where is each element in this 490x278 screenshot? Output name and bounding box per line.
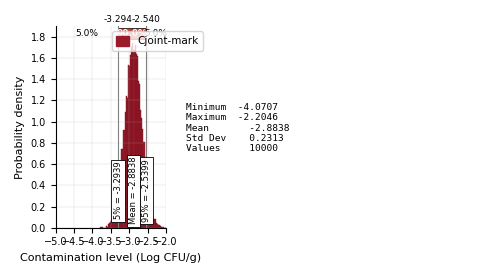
Bar xyxy=(100,227,101,228)
Bar xyxy=(130,55,131,228)
Bar xyxy=(155,219,156,228)
Bar xyxy=(139,84,140,228)
Bar xyxy=(119,186,120,228)
Bar xyxy=(121,149,122,228)
Bar xyxy=(102,227,103,228)
Text: 95% = -2.5399: 95% = -2.5399 xyxy=(142,159,151,222)
Bar xyxy=(166,227,167,228)
Bar xyxy=(111,220,112,228)
Text: Minimum  -4.0707
Maximum  -2.2046
Mean       -2.8838
Std Dev    0.2313
Values   : Minimum -4.0707 Maximum -2.2046 Mean -2.… xyxy=(186,103,289,153)
Bar xyxy=(128,65,129,228)
Text: -3.294: -3.294 xyxy=(104,15,133,24)
Bar xyxy=(156,223,157,228)
Bar xyxy=(135,45,136,228)
Bar xyxy=(133,50,135,228)
Bar xyxy=(127,98,128,228)
Bar xyxy=(115,207,116,228)
Y-axis label: Probability density: Probability density xyxy=(15,75,25,179)
Bar xyxy=(101,227,102,228)
Bar xyxy=(132,43,133,228)
Bar xyxy=(131,47,132,228)
Bar xyxy=(149,200,150,228)
Bar xyxy=(108,224,109,228)
Bar xyxy=(137,56,138,228)
Legend: Cjoint-mark: Cjoint-mark xyxy=(112,31,203,51)
Bar xyxy=(147,172,148,228)
Bar xyxy=(160,226,161,228)
Bar xyxy=(151,210,152,228)
Bar xyxy=(140,110,141,228)
Text: 90.0%: 90.0% xyxy=(117,29,147,38)
Bar xyxy=(153,219,155,228)
Bar xyxy=(129,66,130,228)
Bar xyxy=(138,81,139,228)
Text: 5.0%: 5.0% xyxy=(75,29,98,38)
Bar xyxy=(109,223,110,228)
Bar xyxy=(159,225,160,228)
Bar xyxy=(110,222,111,228)
Bar xyxy=(124,112,125,228)
Bar xyxy=(144,142,145,228)
Bar xyxy=(141,118,143,228)
Bar xyxy=(114,220,115,228)
Bar xyxy=(107,227,108,228)
Bar xyxy=(152,217,153,228)
Text: 5.0%: 5.0% xyxy=(145,29,168,38)
Bar xyxy=(106,226,107,228)
Bar xyxy=(157,224,158,228)
Bar xyxy=(122,148,123,228)
Bar xyxy=(146,170,147,228)
Bar xyxy=(158,225,159,228)
Text: 5% = -3.2939: 5% = -3.2939 xyxy=(114,162,122,219)
Bar xyxy=(150,200,151,228)
Text: Mean = -2.8838: Mean = -2.8838 xyxy=(129,157,138,224)
Text: -2.540: -2.540 xyxy=(132,15,161,24)
Bar xyxy=(116,200,117,228)
X-axis label: Contamination level (Log CFU/g): Contamination level (Log CFU/g) xyxy=(20,253,201,263)
Bar xyxy=(143,129,144,228)
Bar xyxy=(145,157,146,228)
Bar xyxy=(117,195,118,228)
Bar xyxy=(136,54,137,228)
Bar xyxy=(125,96,127,228)
Bar xyxy=(123,130,124,228)
Bar xyxy=(120,167,121,228)
Bar xyxy=(161,227,162,228)
Bar xyxy=(148,193,149,228)
Bar xyxy=(112,219,114,228)
Bar xyxy=(118,187,119,228)
Bar xyxy=(162,227,164,228)
FancyBboxPatch shape xyxy=(119,28,146,39)
